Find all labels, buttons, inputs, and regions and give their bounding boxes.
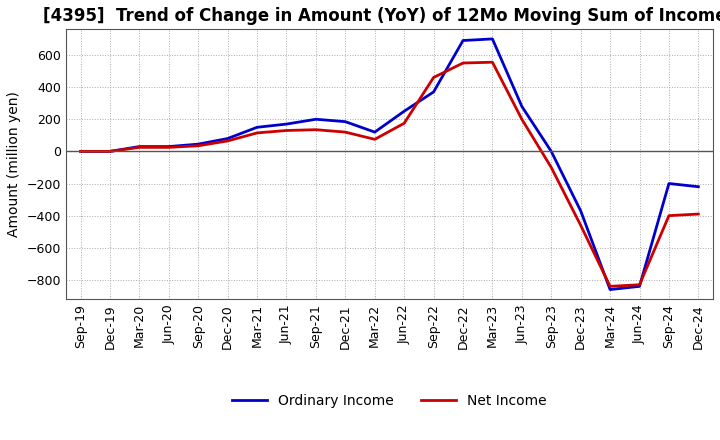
Net Income	[547, 165, 556, 170]
Net Income	[135, 145, 144, 150]
Line: Net Income: Net Income	[81, 62, 698, 286]
Ordinary Income	[606, 287, 614, 292]
Ordinary Income	[488, 36, 497, 41]
Ordinary Income	[400, 109, 408, 114]
Net Income	[106, 149, 114, 154]
Ordinary Income	[370, 129, 379, 135]
Ordinary Income	[76, 149, 85, 154]
Ordinary Income	[282, 121, 291, 127]
Net Income	[576, 223, 585, 228]
Ordinary Income	[164, 144, 173, 149]
Ordinary Income	[341, 119, 350, 125]
Ordinary Income	[694, 184, 703, 189]
Net Income	[459, 60, 467, 66]
Net Income	[194, 143, 202, 148]
Ordinary Income	[635, 284, 644, 289]
Net Income	[312, 127, 320, 132]
Net Income	[429, 75, 438, 80]
Ordinary Income	[194, 142, 202, 147]
Net Income	[635, 282, 644, 287]
Net Income	[253, 130, 261, 136]
Ordinary Income	[253, 125, 261, 130]
Net Income	[488, 59, 497, 65]
Title: [4395]  Trend of Change in Amount (YoY) of 12Mo Moving Sum of Incomes: [4395] Trend of Change in Amount (YoY) o…	[42, 7, 720, 25]
Net Income	[665, 213, 673, 218]
Ordinary Income	[312, 117, 320, 122]
Net Income	[400, 121, 408, 126]
Net Income	[223, 138, 232, 143]
Ordinary Income	[106, 149, 114, 154]
Net Income	[282, 128, 291, 133]
Net Income	[370, 137, 379, 142]
Ordinary Income	[665, 181, 673, 186]
Net Income	[76, 149, 85, 154]
Ordinary Income	[135, 144, 144, 149]
Net Income	[341, 129, 350, 135]
Ordinary Income	[223, 136, 232, 141]
Net Income	[694, 211, 703, 216]
Net Income	[606, 284, 614, 289]
Legend: Ordinary Income, Net Income: Ordinary Income, Net Income	[227, 389, 552, 414]
Net Income	[518, 117, 526, 122]
Ordinary Income	[429, 89, 438, 95]
Net Income	[164, 145, 173, 150]
Ordinary Income	[547, 149, 556, 154]
Y-axis label: Amount (million yen): Amount (million yen)	[7, 92, 21, 237]
Line: Ordinary Income: Ordinary Income	[81, 39, 698, 290]
Ordinary Income	[459, 38, 467, 43]
Ordinary Income	[518, 104, 526, 109]
Ordinary Income	[576, 208, 585, 213]
